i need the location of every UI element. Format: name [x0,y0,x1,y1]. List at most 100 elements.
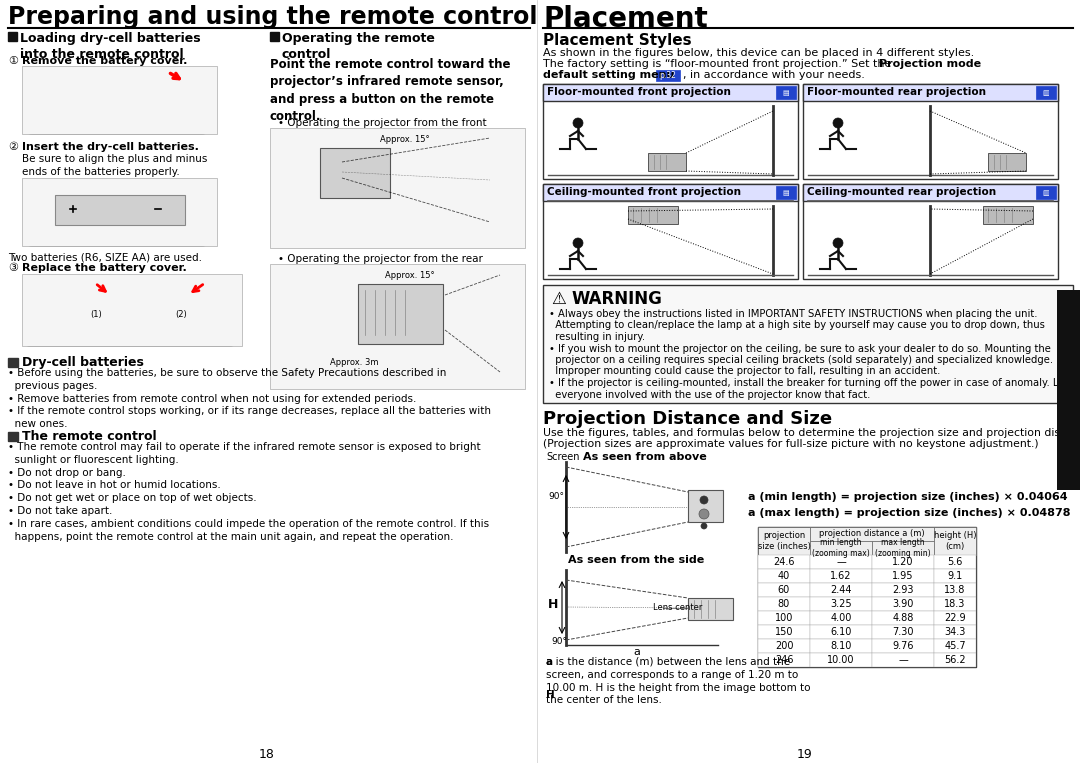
Bar [810,583,872,597]
Bar [810,541,872,555]
Text: a is the distance (m) between the lens and the
screen, and corresponds to a rang: a is the distance (m) between the lens a… [546,657,810,706]
Text: a: a [633,647,639,657]
Text: (1): (1) [90,310,102,319]
Text: • Always obey the instructions listed in IMPORTANT SAFETY INSTRUCTIONS when plac: • Always obey the instructions listed in… [549,309,1038,319]
Bar [55,195,185,225]
Circle shape [122,202,138,218]
Bar [758,569,810,583]
Text: 2.44: 2.44 [831,585,852,595]
Text: Projection mode: Projection mode [879,59,981,69]
Text: 80: 80 [778,599,791,609]
Text: The factory setting is “floor-mounted front projection.” Set the: The factory setting is “floor-mounted fr… [543,59,895,69]
Text: As seen from the side: As seen from the side [568,555,704,565]
Circle shape [92,202,108,218]
FancyBboxPatch shape [26,68,208,134]
Text: ▤: ▤ [783,90,789,96]
Bar [804,84,1058,179]
Bar [22,66,217,134]
FancyBboxPatch shape [480,340,522,357]
Bar [872,597,934,611]
Text: Attempting to clean/replace the lamp at a high site by yourself may cause you to: Attempting to clean/replace the lamp at … [549,320,1044,330]
Bar [270,32,279,41]
Bar [810,625,872,639]
Bar [1036,186,1056,199]
Bar [357,284,443,344]
Bar [988,153,1026,171]
Circle shape [699,509,708,519]
Bar [934,555,976,569]
Text: H: H [548,598,558,611]
Text: 2.93: 2.93 [892,585,914,595]
Bar [934,527,976,555]
Text: Placement Styles: Placement Styles [543,33,691,48]
Text: Approx. 15°: Approx. 15° [384,271,434,280]
Text: Floor-mounted front projection: Floor-mounted front projection [546,87,731,97]
Bar [8,358,18,367]
Text: projection distance a (m): projection distance a (m) [820,530,924,539]
Bar [758,527,976,667]
Text: 1.95: 1.95 [892,571,914,581]
Bar [934,639,976,653]
Bar [872,569,934,583]
Text: Preparations: Preparations [1062,347,1075,433]
Text: —: — [836,557,846,567]
Text: default setting menu: default setting menu [543,70,674,80]
Bar [270,128,525,248]
Bar [934,583,976,597]
Bar [810,639,872,653]
Text: Point the remote control toward the
projector’s infrared remote sensor,
and pres: Point the remote control toward the proj… [270,58,511,124]
Bar [758,653,810,667]
Bar [688,490,723,522]
Circle shape [700,496,708,504]
Text: Approx. 3m: Approx. 3m [330,358,378,367]
Text: Approx. 15°: Approx. 15° [380,135,430,144]
Text: Floor-mounted rear projection: Floor-mounted rear projection [807,87,986,97]
Text: 8.10: 8.10 [831,641,852,651]
Text: 4.88: 4.88 [892,613,914,623]
Text: • If the projector is ceiling-mounted, install the breaker for turning off the p: • If the projector is ceiling-mounted, i… [549,378,1068,388]
Bar [543,184,798,279]
Bar [934,611,976,625]
Text: everyone involved with the use of the projector know that fact.: everyone involved with the use of the pr… [549,389,870,400]
Bar [777,86,796,99]
Bar [270,264,525,389]
Bar [758,527,810,555]
Bar [320,148,390,198]
Bar [656,70,680,81]
Text: p.32: p.32 [660,72,676,81]
Bar [758,639,810,653]
Bar [22,178,217,246]
Bar [648,153,686,171]
Circle shape [833,238,843,248]
Text: Operating the remote
control: Operating the remote control [282,32,435,62]
Text: WARNING: WARNING [571,290,662,308]
Text: Preparing and using the remote control: Preparing and using the remote control [8,5,538,29]
Text: 45.7: 45.7 [944,641,966,651]
Text: 34.3: 34.3 [944,627,966,637]
Circle shape [318,160,342,184]
Text: Use the figures, tables, and formulas below to determine the projection size and: Use the figures, tables, and formulas be… [543,428,1080,438]
Bar [804,184,1058,279]
Bar [934,625,976,639]
Text: resulting in injury.: resulting in injury. [549,332,645,342]
Text: Ceiling-mounted rear projection: Ceiling-mounted rear projection [807,187,996,197]
Text: 1.20: 1.20 [892,557,914,567]
Text: Lens center: Lens center [653,603,702,612]
Text: 10.00: 10.00 [827,655,854,665]
Text: As seen from above: As seen from above [583,452,706,462]
Bar [758,583,810,597]
Text: 3.90: 3.90 [892,599,914,609]
Bar [810,611,872,625]
Bar [810,653,872,667]
Text: ③: ③ [8,263,18,273]
Text: projection
size (inches): projection size (inches) [757,531,810,551]
FancyBboxPatch shape [473,192,522,212]
Bar [872,611,934,625]
Circle shape [573,238,583,248]
Text: 19: 19 [797,748,813,761]
Text: Projection Distance and Size: Projection Distance and Size [543,410,832,428]
Text: (Projection sizes are approximate values for full-size picture with no keystone : (Projection sizes are approximate values… [543,439,1039,449]
Bar [810,597,872,611]
Text: 18: 18 [259,748,275,761]
Text: 1.62: 1.62 [831,571,852,581]
